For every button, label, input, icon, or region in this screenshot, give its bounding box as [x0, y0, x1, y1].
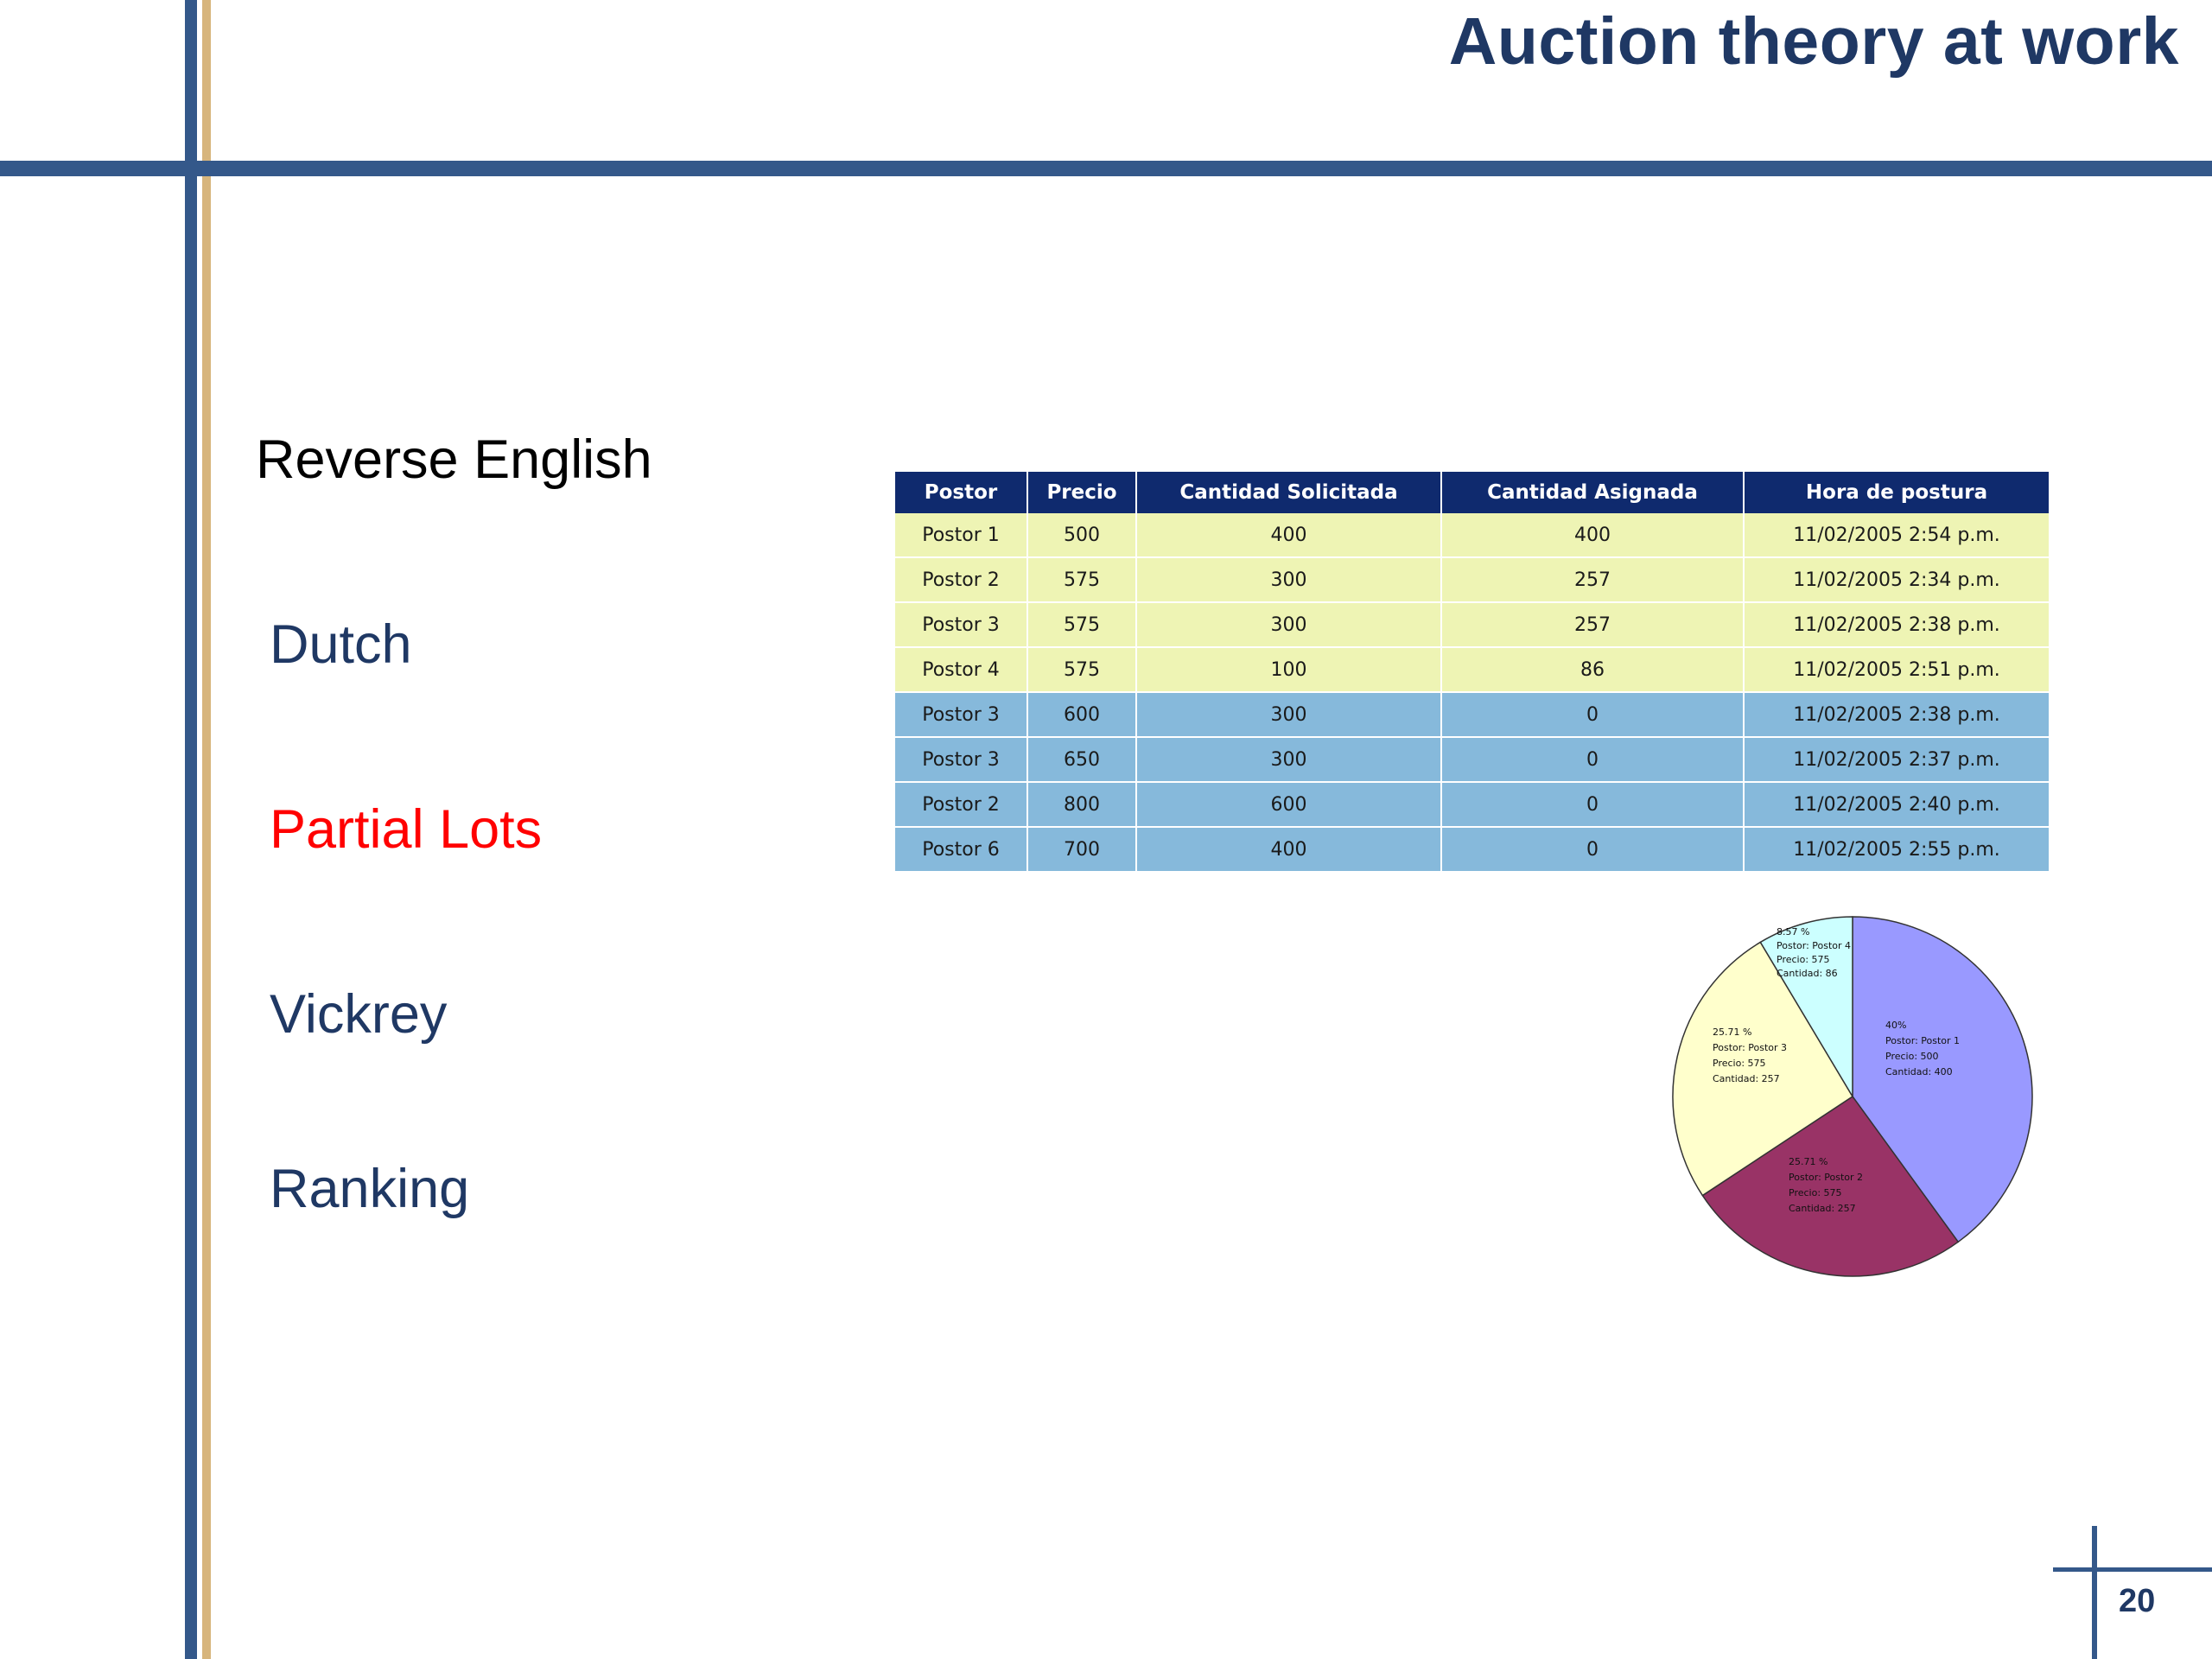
- footer-corner-rule-horizontal: [2053, 1567, 2212, 1572]
- auction-table-container: Postor Precio Cantidad Solicitada Cantid…: [895, 472, 2050, 873]
- cell-cantidad-asignada: 257: [1441, 602, 1745, 648]
- header-cantidad-solicitada: Cantidad Solicitada: [1136, 472, 1442, 513]
- page-number: 20: [2119, 1583, 2156, 1619]
- pie-slice-3: [1672, 941, 1854, 1197]
- table-row: Postor 1 500 400 400 11/02/2005 2:54 p.m…: [895, 513, 2050, 558]
- pie-slice-1: [1852, 916, 2033, 1243]
- cell-hora: 11/02/2005 2:38 p.m.: [1744, 692, 2050, 738]
- header-postor: Postor: [895, 472, 1028, 513]
- pie-slice-label-2: 25.71 % Postor: Postor 2 Precio: 575 Cantid…: [1789, 1156, 1863, 1214]
- cell-cantidad-asignada: 0: [1441, 827, 1745, 873]
- cell-hora: 11/02/2005 2:34 p.m.: [1744, 557, 2050, 603]
- cell-hora: 11/02/2005 2:51 p.m.: [1744, 647, 2050, 693]
- table-row: Postor 2 800 600 0 11/02/2005 2:40 p.m.: [895, 782, 2050, 828]
- cell-hora: 11/02/2005 2:38 p.m.: [1744, 602, 2050, 648]
- cell-postor: Postor 1: [895, 513, 1028, 558]
- cell-hora: 11/02/2005 2:54 p.m.: [1744, 513, 2050, 558]
- cell-precio: 500: [1027, 513, 1137, 558]
- cell-hora: 11/02/2005 2:40 p.m.: [1744, 782, 2050, 828]
- auction-table: Postor Precio Cantidad Solicitada Cantid…: [895, 472, 2050, 873]
- bullet-vickrey: Vickrey: [270, 984, 448, 1045]
- table-row: Postor 3 600 300 0 11/02/2005 2:38 p.m.: [895, 692, 2050, 738]
- header-cantidad-asignada: Cantidad Asignada: [1441, 472, 1745, 513]
- header-horizontal-rule: [0, 161, 2212, 176]
- pie-slice-label-3: 25.71 % Postor: Postor 3 Precio: 575 Cantid…: [1713, 1027, 1787, 1084]
- cell-cantidad-asignada: 0: [1441, 782, 1745, 828]
- footer-corner-rule-vertical: [2092, 1526, 2097, 1659]
- bullet-ranking: Ranking: [270, 1159, 470, 1219]
- cell-postor: Postor 3: [895, 737, 1028, 783]
- left-vertical-rule-blue: [185, 0, 197, 1659]
- cell-postor: Postor 3: [895, 692, 1028, 738]
- allocation-pie-chart: 40% Postor: Postor 1 Precio: 500 Cantidad: …: [1668, 907, 2037, 1286]
- slide-title: Auction theory at work: [1448, 4, 2179, 79]
- cell-precio: 575: [1027, 557, 1137, 603]
- cell-precio: 600: [1027, 692, 1137, 738]
- cell-cantidad-solicitada: 300: [1136, 557, 1442, 603]
- bullet-dutch: Dutch: [270, 614, 412, 675]
- cell-cantidad-solicitada: 400: [1136, 827, 1442, 873]
- cell-cantidad-asignada: 0: [1441, 692, 1745, 738]
- cell-hora: 11/02/2005 2:37 p.m.: [1744, 737, 2050, 783]
- cell-cantidad-solicitada: 300: [1136, 737, 1442, 783]
- table-header-row: Postor Precio Cantidad Solicitada Cantid…: [895, 472, 2050, 513]
- cell-cantidad-solicitada: 400: [1136, 513, 1442, 558]
- table-row: Postor 3 575 300 257 11/02/2005 2:38 p.m…: [895, 602, 2050, 648]
- cell-hora: 11/02/2005 2:55 p.m.: [1744, 827, 2050, 873]
- pie-slice-label-4: 8.57 % Postor: Postor 4 Precio: 575 Cantida…: [1777, 926, 1851, 979]
- cell-postor: Postor 3: [895, 602, 1028, 648]
- cell-cantidad-asignada: 86: [1441, 647, 1745, 693]
- cell-cantidad-solicitada: 100: [1136, 647, 1442, 693]
- cell-precio: 700: [1027, 827, 1137, 873]
- pie-slice-4: [1759, 916, 1853, 1099]
- cell-postor: Postor 2: [895, 782, 1028, 828]
- pie-slice-label-1: 40% Postor: Postor 1 Precio: 500 Cantidad: …: [1885, 1020, 1960, 1077]
- cell-cantidad-asignada: 257: [1441, 557, 1745, 603]
- header-hora-de-postura: Hora de postura: [1744, 472, 2050, 513]
- cell-cantidad-solicitada: 600: [1136, 782, 1442, 828]
- table-row: Postor 4 575 100 86 11/02/2005 2:51 p.m.: [895, 647, 2050, 693]
- cell-precio: 575: [1027, 602, 1137, 648]
- cell-postor: Postor 2: [895, 557, 1028, 603]
- cell-cantidad-solicitada: 300: [1136, 692, 1442, 738]
- cell-postor: Postor 4: [895, 647, 1028, 693]
- header-precio: Precio: [1027, 472, 1137, 513]
- cell-precio: 575: [1027, 647, 1137, 693]
- cell-postor: Postor 6: [895, 827, 1028, 873]
- pie-svg: 40% Postor: Postor 1 Precio: 500 Cantidad: …: [1672, 916, 2033, 1277]
- cell-cantidad-asignada: 0: [1441, 737, 1745, 783]
- bullet-partial-lots: Partial Lots: [270, 799, 543, 860]
- cell-cantidad-solicitada: 300: [1136, 602, 1442, 648]
- cell-precio: 650: [1027, 737, 1137, 783]
- pie-slice-2: [1701, 1095, 1960, 1277]
- bullet-reverse-english: Reverse English: [256, 429, 652, 490]
- left-vertical-rule-tan: [202, 0, 211, 1659]
- cell-cantidad-asignada: 400: [1441, 513, 1745, 558]
- table-row: Postor 6 700 400 0 11/02/2005 2:55 p.m.: [895, 827, 2050, 873]
- table-row: Postor 2 575 300 257 11/02/2005 2:34 p.m…: [895, 557, 2050, 603]
- table-row: Postor 3 650 300 0 11/02/2005 2:37 p.m.: [895, 737, 2050, 783]
- cell-precio: 800: [1027, 782, 1137, 828]
